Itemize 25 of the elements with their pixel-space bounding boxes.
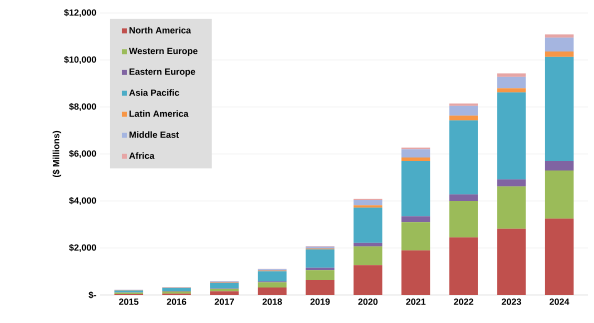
y-tick-label: $6,000: [69, 150, 96, 158]
y-tick-label: $12,000: [64, 8, 96, 18]
x-tick-label: 2024: [550, 298, 570, 305]
x-tick-label: 2015: [119, 298, 138, 305]
legend-label: Asia Pacific: [129, 89, 180, 96]
y-axis-title: ($ Millions): [52, 130, 62, 178]
legend-label: Latin America: [130, 110, 189, 117]
y-tick-label: $-: [88, 291, 96, 299]
x-tick-label: 2022: [454, 298, 474, 305]
x-tick-label: 2016: [166, 298, 186, 305]
y-tick-label: $2,000: [69, 244, 96, 252]
x-tick-label: 2020: [358, 298, 378, 305]
legend-label: Western Europe: [128, 48, 198, 56]
x-tick-label: 2021: [406, 298, 426, 305]
y-tick-label: $4,000: [69, 196, 96, 206]
x-tick-label: 2018: [262, 298, 282, 305]
legend-label: Middle East: [130, 131, 179, 138]
legend-label: North America: [130, 26, 192, 34]
y-tick-label: $10,000: [64, 56, 96, 64]
legend-label: Eastern Europe: [130, 68, 196, 77]
x-tick-label: 2017: [214, 298, 234, 305]
legend-label: Africa: [129, 152, 155, 159]
x-tick-label: 2019: [310, 298, 330, 305]
y-tick-label: $8,000: [69, 102, 96, 112]
x-tick-label: 2023: [502, 298, 522, 305]
